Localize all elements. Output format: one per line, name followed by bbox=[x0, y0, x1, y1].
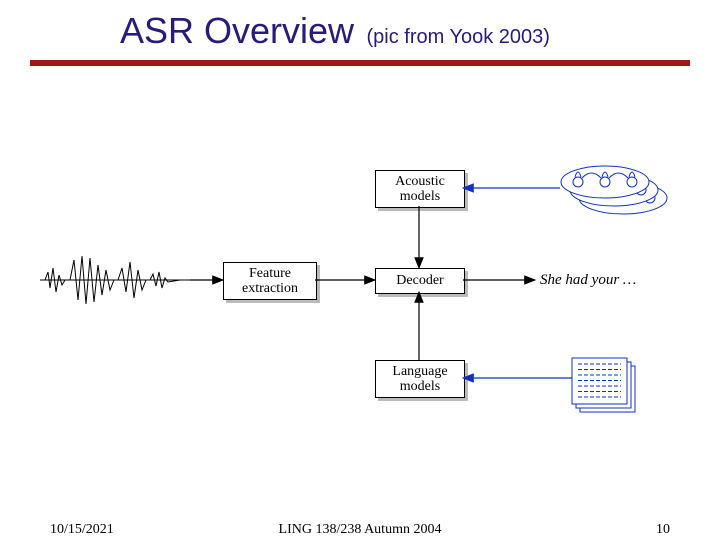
footer-course: LING 138/238 Autumn 2004 bbox=[0, 522, 720, 538]
document-stack-icon bbox=[572, 358, 642, 413]
title-rule bbox=[30, 60, 690, 66]
slide-subtitle: (pic from Yook 2003) bbox=[367, 26, 550, 48]
slide-title: ASR Overview bbox=[120, 10, 354, 51]
footer-page: 10 bbox=[656, 522, 670, 538]
title-area: ASR Overview (pic from Yook 2003) bbox=[0, 0, 720, 52]
hmm-icon bbox=[560, 160, 680, 220]
asr-diagram: Acousticmodels Featureextraction Decoder… bbox=[0, 140, 720, 470]
